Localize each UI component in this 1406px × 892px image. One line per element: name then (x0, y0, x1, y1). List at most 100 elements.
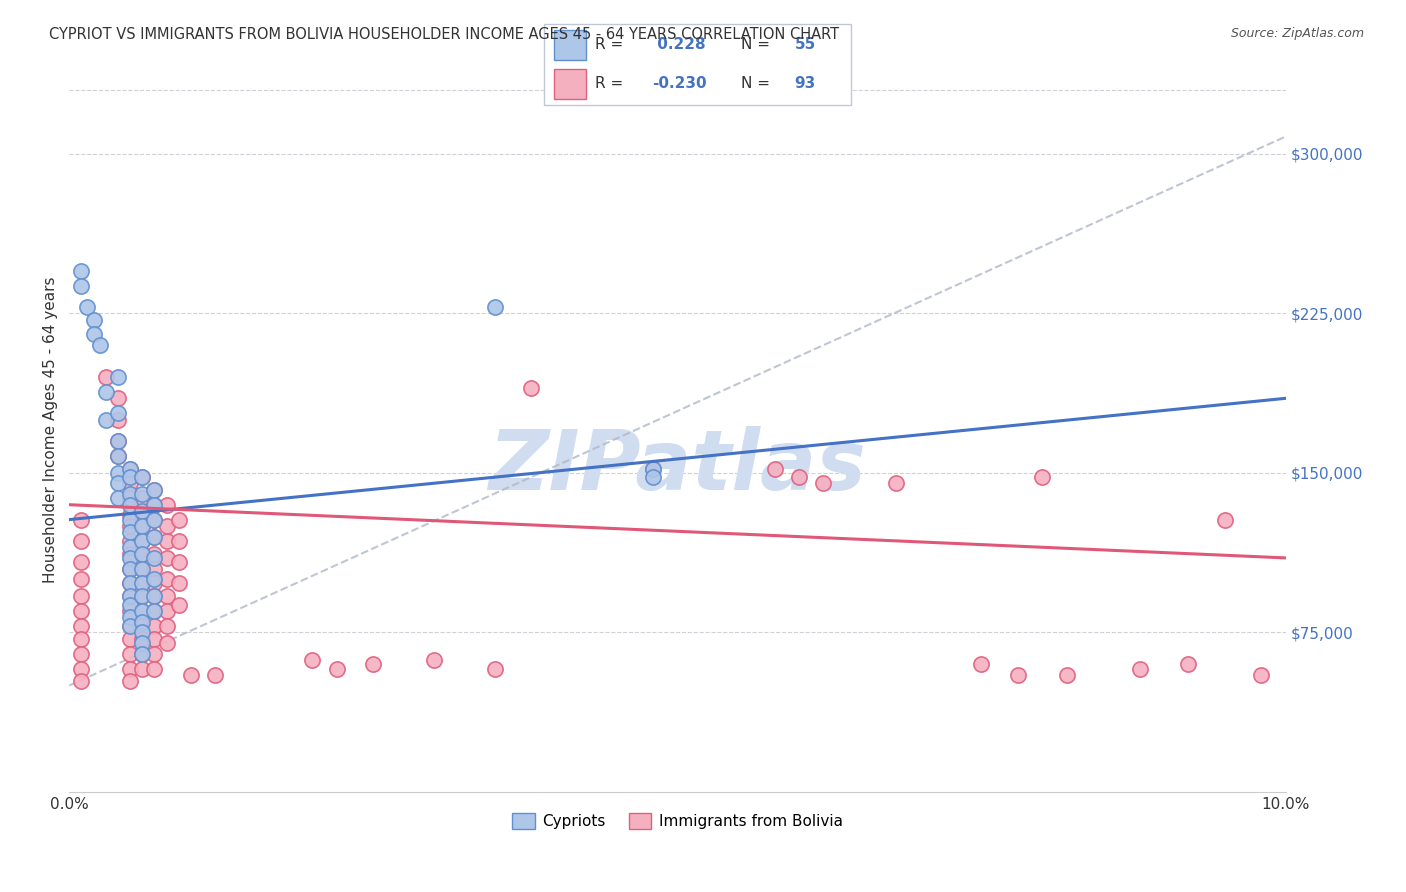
Text: R =: R = (595, 37, 623, 52)
Point (970, 657, 993, 672)
Point (76, 300, 98, 314)
Text: Source: ZipAtlas.com: Source: ZipAtlas.com (1230, 27, 1364, 40)
Point (131, 533, 153, 548)
Point (107, 392, 129, 406)
Point (118, 461, 141, 475)
Point (70, 572, 93, 586)
Text: N =: N = (741, 37, 769, 52)
Point (107, 449, 129, 463)
Point (118, 576, 141, 591)
Point (143, 561, 166, 575)
Point (1213, 513, 1236, 527)
Point (143, 572, 166, 586)
Point (167, 555, 190, 569)
Point (131, 589, 153, 603)
Point (118, 508, 141, 523)
Point (131, 661, 153, 675)
Text: ZIPatlas: ZIPatlas (488, 425, 866, 507)
Point (107, 491, 129, 506)
Point (118, 619, 141, 633)
Point (143, 513, 166, 527)
Point (641, 461, 664, 475)
Point (131, 619, 153, 633)
Point (131, 604, 153, 618)
Point (1177, 657, 1199, 672)
Point (118, 533, 141, 548)
Y-axis label: Householder Income Ages 45 - 64 years: Householder Income Ages 45 - 64 years (44, 277, 58, 583)
Point (107, 412, 129, 426)
Point (131, 625, 153, 640)
Point (131, 504, 153, 518)
Point (131, 519, 153, 533)
Point (118, 561, 141, 575)
Point (143, 589, 166, 603)
Point (131, 647, 153, 661)
Point (118, 610, 141, 624)
Point (94, 370, 117, 384)
Point (143, 604, 166, 618)
Point (143, 483, 166, 497)
Point (118, 461, 141, 475)
Point (787, 470, 810, 484)
Point (131, 508, 153, 523)
Point (1056, 668, 1078, 682)
Point (70, 632, 93, 646)
Point (131, 576, 153, 591)
Point (118, 561, 141, 575)
Point (70, 661, 93, 675)
Point (363, 657, 385, 672)
Point (484, 661, 506, 675)
Point (131, 576, 153, 591)
Point (94, 384, 117, 399)
Point (143, 661, 166, 675)
Point (107, 476, 129, 491)
Point (94, 412, 117, 426)
Point (118, 576, 141, 591)
Point (143, 576, 166, 591)
Point (70, 533, 93, 548)
Point (155, 519, 177, 533)
Point (167, 513, 190, 527)
Point (155, 533, 177, 548)
Text: 55: 55 (794, 37, 815, 52)
Text: CYPRIOT VS IMMIGRANTS FROM BOLIVIA HOUSEHOLDER INCOME AGES 45 - 64 YEARS CORRELA: CYPRIOT VS IMMIGRANTS FROM BOLIVIA HOUSE… (49, 27, 839, 42)
Point (131, 487, 153, 501)
Point (1007, 668, 1029, 682)
Point (70, 604, 93, 618)
Point (131, 519, 153, 533)
Point (131, 561, 153, 575)
Point (70, 555, 93, 569)
Text: 93: 93 (794, 76, 815, 91)
Point (118, 513, 141, 527)
Point (70, 589, 93, 603)
Point (70, 263, 93, 277)
Point (326, 661, 349, 675)
Point (83, 312, 105, 326)
Point (118, 632, 141, 646)
Point (131, 470, 153, 484)
Point (155, 636, 177, 650)
Point (131, 547, 153, 561)
Point (118, 541, 141, 555)
Point (641, 470, 664, 484)
Point (131, 547, 153, 561)
Point (143, 530, 166, 544)
Point (520, 381, 543, 395)
Point (143, 498, 166, 512)
Point (155, 619, 177, 633)
Point (118, 470, 141, 484)
Point (118, 647, 141, 661)
Point (118, 661, 141, 675)
Text: R =: R = (595, 76, 623, 91)
Point (143, 498, 166, 512)
Point (118, 589, 141, 603)
FancyBboxPatch shape (544, 24, 852, 105)
Point (143, 513, 166, 527)
Point (167, 576, 190, 591)
Point (118, 476, 141, 491)
Point (131, 533, 153, 548)
Point (131, 491, 153, 506)
Point (107, 434, 129, 448)
Point (155, 572, 177, 586)
Point (143, 550, 166, 565)
